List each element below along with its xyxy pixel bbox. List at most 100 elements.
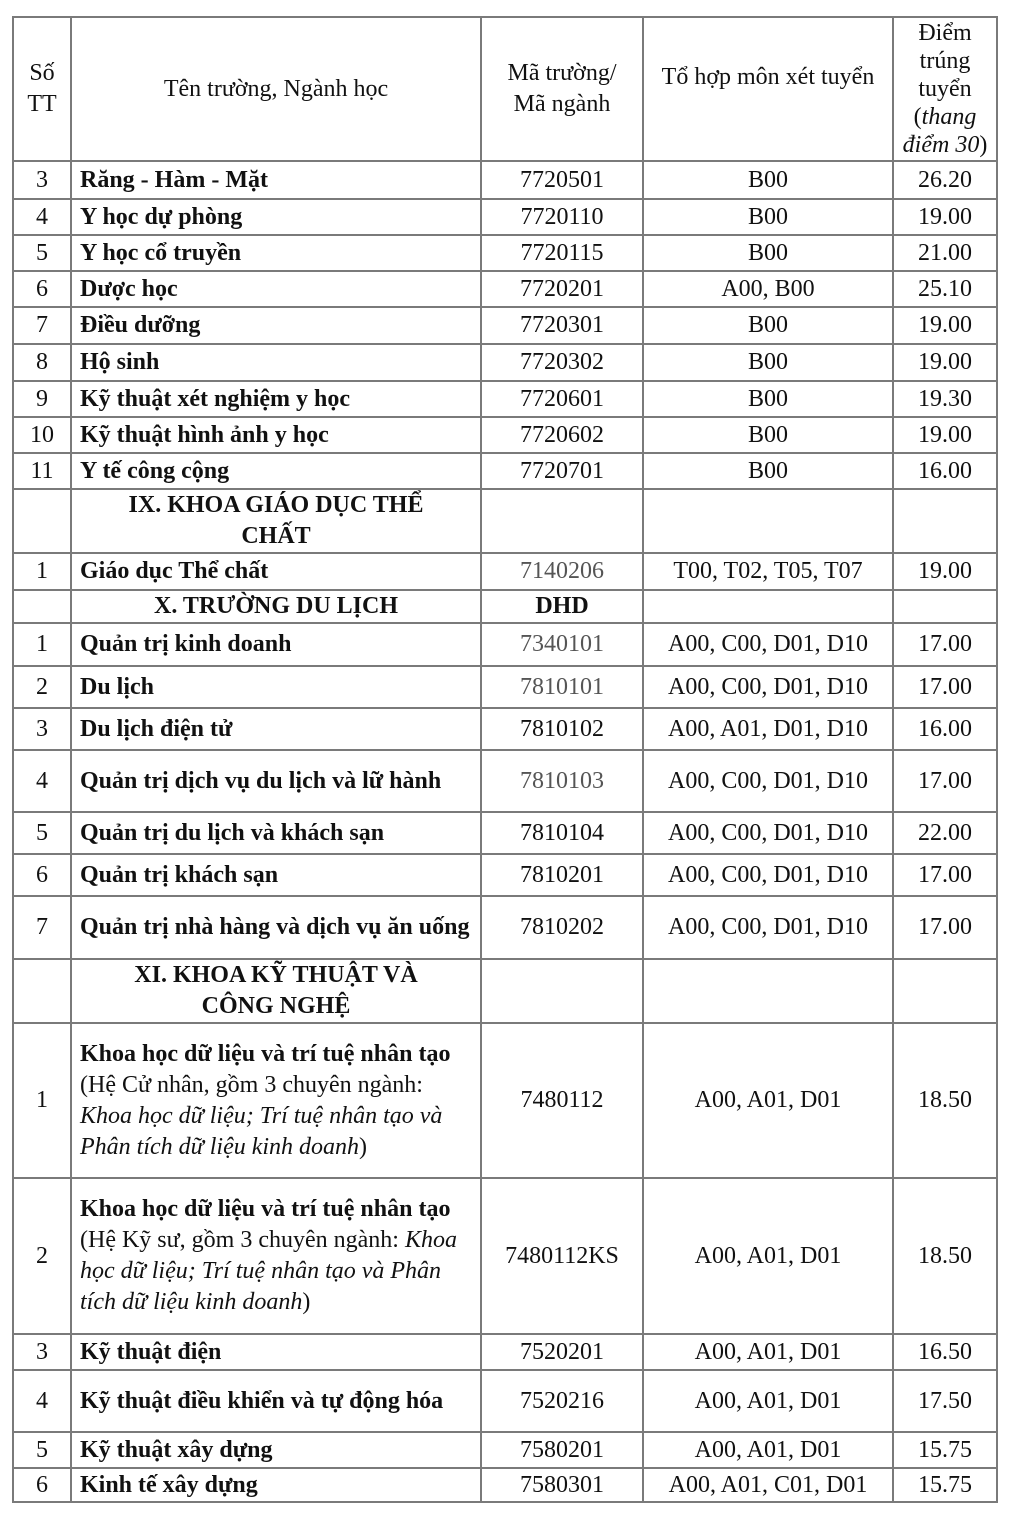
stt-cell: 4 xyxy=(12,749,72,813)
code-cell: 7720701 xyxy=(480,452,644,490)
name-text: Khoa học dữ liệu và trí tuệ nhân tạo xyxy=(80,1196,451,1222)
stt-cell xyxy=(12,589,72,624)
name-text: Kỹ thuật hình ảnh y học xyxy=(80,421,329,448)
code-cell: 7720601 xyxy=(480,380,644,418)
code-cell: 7140206 xyxy=(480,552,644,591)
stt-cell: 7 xyxy=(12,306,72,345)
name-text: (Hệ Cử nhân, gồm 3 chuyên ngành: xyxy=(80,1071,423,1098)
name-text: Khoa học dữ liệu; Trí tuệ nhân tạo và Ph… xyxy=(80,1102,443,1160)
name-text: Hộ sinh xyxy=(80,349,160,375)
score-cell: 26.20 xyxy=(892,160,998,200)
header-score-label: Điểm trúng tuyển xyxy=(918,20,972,102)
table-row: 2 Khoa học dữ liệu và trí tuệ nhân tạo (H… xyxy=(12,1177,998,1335)
table-row: 5 Y học cổ truyền 7720115 B00 21.00 xyxy=(12,234,998,272)
table-row: 6 Kinh tế xây dựng 7580301 A00, A01, C01, D… xyxy=(12,1467,998,1503)
combo-cell: B00 xyxy=(642,416,894,454)
table-body: 3 Răng - Hàm - Mặt 7720501 B00 26.20 4 Y học d… xyxy=(12,160,998,1503)
score-cell: 17.50 xyxy=(892,1369,998,1433)
name-cell: Kinh tế xây dựng xyxy=(70,1467,482,1503)
stt-cell: 2 xyxy=(12,1177,72,1335)
code-cell xyxy=(480,958,644,1024)
table-row: 6 Dược học 7720201 A00, B00 25.10 xyxy=(12,270,998,308)
combo-cell: B00 xyxy=(642,160,894,200)
stt-cell: 2 xyxy=(12,665,72,709)
stt-cell: 6 xyxy=(12,1467,72,1503)
table-row: 4 Quản trị dịch vụ du lịch và lữ hành 7810… xyxy=(12,749,998,813)
code-cell: DHD xyxy=(480,589,644,624)
score-cell: 17.00 xyxy=(892,665,998,709)
name-cell: Quản trị khách sạn xyxy=(70,853,482,897)
name-text: Quản trị nhà hàng và dịch vụ ăn uống xyxy=(80,914,470,940)
name-cell: Kỹ thuật xây dựng xyxy=(70,1431,482,1469)
score-cell: 19.00 xyxy=(892,343,998,382)
stt-cell: 3 xyxy=(12,1333,72,1371)
score-cell: 25.10 xyxy=(892,270,998,308)
code-cell: 7720201 xyxy=(480,270,644,308)
score-cell: 17.00 xyxy=(892,895,998,960)
score-cell: 16.00 xyxy=(892,452,998,490)
section-title: X. TRƯỜNG DU LỊCH xyxy=(70,589,482,624)
score-cell xyxy=(892,589,998,624)
header-code: Mã trường/ Mã ngành xyxy=(480,16,644,162)
name-text: Kỹ thuật điều khiển và tự động hóa xyxy=(80,1387,444,1414)
name-text: Khoa học dữ liệu và trí tuệ nhân tạo xyxy=(80,1040,451,1067)
stt-cell: 8 xyxy=(12,343,72,382)
table-row: 6 Quản trị khách sạn 7810201 A00, C00, D01,… xyxy=(12,853,998,897)
name-text: Kinh tế xây dựng xyxy=(80,1471,258,1498)
code-cell: 7720302 xyxy=(480,343,644,382)
name-cell: Kỹ thuật hình ảnh y học xyxy=(70,416,482,454)
name-cell: Y học cổ truyền xyxy=(70,234,482,272)
stt-cell: 10 xyxy=(12,416,72,454)
combo-cell: A00, A01, D01 xyxy=(642,1369,894,1433)
combo-cell: B00 xyxy=(642,343,894,382)
section-row: IX. KHOA GIÁO DỤC THỂ CHẤT xyxy=(12,488,998,554)
name-cell: Y tế công cộng xyxy=(70,452,482,490)
table-row: 4 Kỹ thuật điều khiển và tự động hóa 75202… xyxy=(12,1369,998,1433)
section-title: IX. KHOA GIÁO DỤC THỂ CHẤT xyxy=(70,488,482,554)
code-cell: 7720115 xyxy=(480,234,644,272)
name-cell: Kỹ thuật xét nghiệm y học xyxy=(70,380,482,418)
code-cell: 7580301 xyxy=(480,1467,644,1503)
code-cell: 7720501 xyxy=(480,160,644,200)
score-cell: 16.00 xyxy=(892,707,998,751)
score-cell: 18.50 xyxy=(892,1177,998,1335)
stt-cell: 6 xyxy=(12,853,72,897)
name-text: ) xyxy=(302,1289,311,1315)
stt-cell: 4 xyxy=(12,1369,72,1433)
score-cell: 15.75 xyxy=(892,1467,998,1503)
stt-cell: 5 xyxy=(12,234,72,272)
name-text: Điều dưỡng xyxy=(80,312,201,338)
score-cell xyxy=(892,958,998,1024)
table-row: 3 Kỹ thuật điện 7520201 A00, A01, D01 16.50 xyxy=(12,1333,998,1371)
code-cell: 7520216 xyxy=(480,1369,644,1433)
stt-cell: 1 xyxy=(12,552,72,591)
stt-cell: 5 xyxy=(12,1431,72,1469)
code-cell: 7810101 xyxy=(480,665,644,709)
combo-cell xyxy=(642,488,894,554)
code-cell: 7580201 xyxy=(480,1431,644,1469)
name-cell: Giáo dục Thể chất xyxy=(70,552,482,591)
table-row: 2 Du lịch 7810101 A00, C00, D01, D10 17.00 xyxy=(12,665,998,709)
name-cell: Kỹ thuật điều khiển và tự động hóa xyxy=(70,1369,482,1433)
code-cell: 7810102 xyxy=(480,707,644,751)
stt-cell: 3 xyxy=(12,707,72,751)
name-cell: Khoa học dữ liệu và trí tuệ nhân tạo (Hệ… xyxy=(70,1022,482,1179)
section-row: XI. KHOA KỸ THUẬT VÀ CÔNG NGHỆ xyxy=(12,958,998,1024)
table-row: 9 Kỹ thuật xét nghiệm y học 7720601 B00 19.3… xyxy=(12,380,998,418)
combo-cell: A00, C00, D01, D10 xyxy=(642,895,894,960)
name-text: Răng - Hàm - Mặt xyxy=(80,166,268,193)
name-cell: Răng - Hàm - Mặt xyxy=(70,160,482,200)
score-cell: 15.75 xyxy=(892,1431,998,1469)
score-cell: 19.00 xyxy=(892,306,998,345)
name-cell: Khoa học dữ liệu và trí tuệ nhân tạo (Hệ… xyxy=(70,1177,482,1335)
stt-cell xyxy=(12,958,72,1024)
table-row: 1 Giáo dục Thể chất 7140206 T00, T02, T05, … xyxy=(12,552,998,591)
score-cell: 17.00 xyxy=(892,853,998,897)
table-row: 7 Điều dưỡng 7720301 B00 19.00 xyxy=(12,306,998,345)
name-cell: Quản trị dịch vụ du lịch và lữ hành xyxy=(70,749,482,813)
name-text: Quản trị khách sạn xyxy=(80,861,279,888)
name-cell: Y học dự phòng xyxy=(70,198,482,236)
code-cell: 7810201 xyxy=(480,853,644,897)
score-cell: 18.50 xyxy=(892,1022,998,1179)
stt-cell: 7 xyxy=(12,895,72,960)
